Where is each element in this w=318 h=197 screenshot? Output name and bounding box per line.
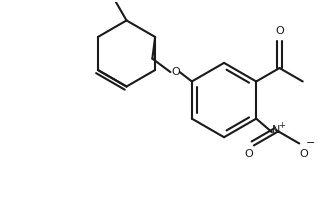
Text: O: O bbox=[244, 149, 253, 159]
Text: O: O bbox=[275, 26, 284, 36]
Text: O: O bbox=[171, 67, 180, 77]
Text: +: + bbox=[278, 121, 285, 130]
Text: O: O bbox=[299, 149, 308, 159]
Text: −: − bbox=[306, 138, 315, 149]
Text: N: N bbox=[272, 125, 280, 135]
